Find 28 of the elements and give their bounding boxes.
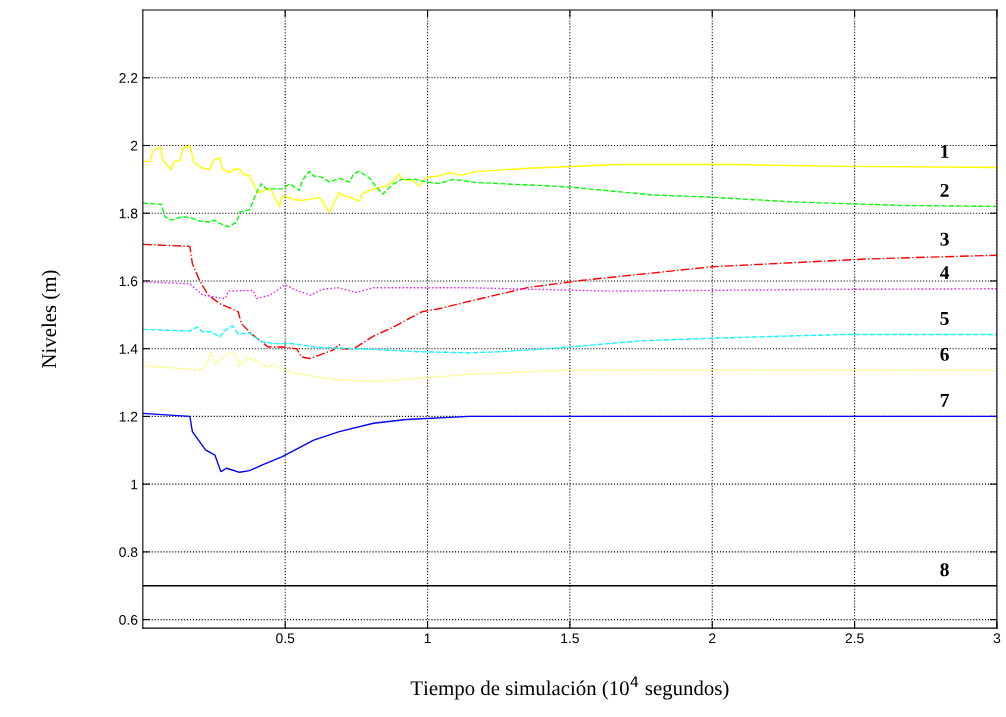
x-tick-label: 1 (424, 633, 431, 644)
annotation: 4 (939, 266, 950, 280)
annotation: 6 (940, 347, 949, 361)
annotation: 1 (941, 144, 949, 158)
y-tick-label: 0.8 (119, 547, 138, 558)
x-tick-label: 2 (709, 633, 716, 644)
y-tick-label: 2 (130, 140, 138, 151)
x-tick-label: 2.5 (845, 633, 864, 644)
line-series (142, 170, 997, 228)
y-axis-title: Niveles (m) (41, 270, 61, 368)
y-tick-label: 2.2 (119, 73, 138, 83)
y-tick-label: 0.6 (119, 614, 138, 625)
annotation: 3 (940, 232, 949, 246)
annotation: 5 (940, 312, 949, 325)
y-tick-label: 1.6 (119, 276, 138, 287)
y-tick-label: 1.8 (119, 208, 138, 219)
y-tick-label: 1.4 (119, 344, 138, 354)
y-tick-label: 1.2 (119, 411, 138, 422)
x-tick-label: 1.5 (561, 633, 579, 644)
x-tick-label: 3 (993, 633, 1001, 644)
annotation: 2 (940, 183, 949, 197)
annotation: 8 (940, 563, 949, 577)
annotation: 7 (940, 394, 949, 407)
y-tick-label: 1 (131, 479, 138, 490)
x-tick-label: 0.5 (276, 633, 295, 644)
x-axis-title: Tiempo de simulación (10$^{4}$ segundos) (410, 676, 729, 700)
line-series (142, 412, 997, 474)
line-series (142, 144, 997, 213)
